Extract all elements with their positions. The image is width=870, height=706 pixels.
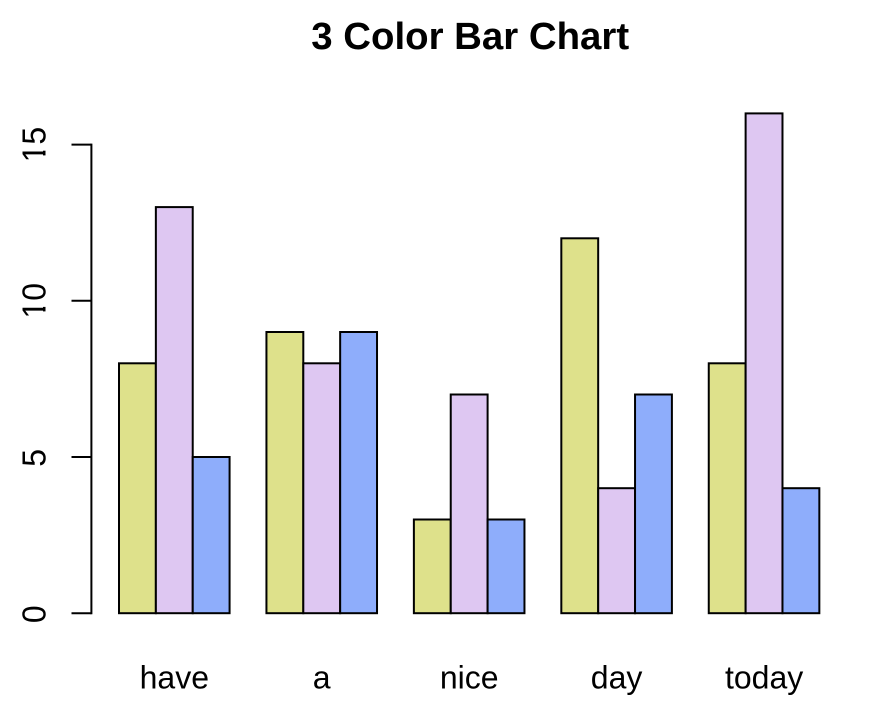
svg-text:today: today: [725, 660, 803, 696]
svg-text:3 Color Bar Chart: 3 Color Bar Chart: [311, 15, 629, 58]
svg-text:day: day: [591, 660, 643, 696]
svg-text:a: a: [313, 660, 331, 696]
svg-text:nice: nice: [440, 660, 499, 696]
svg-text:10: 10: [16, 283, 53, 319]
svg-text:have: have: [140, 660, 209, 696]
svg-text:15: 15: [16, 127, 53, 163]
svg-text:5: 5: [16, 449, 53, 467]
svg-text:0: 0: [16, 605, 53, 623]
